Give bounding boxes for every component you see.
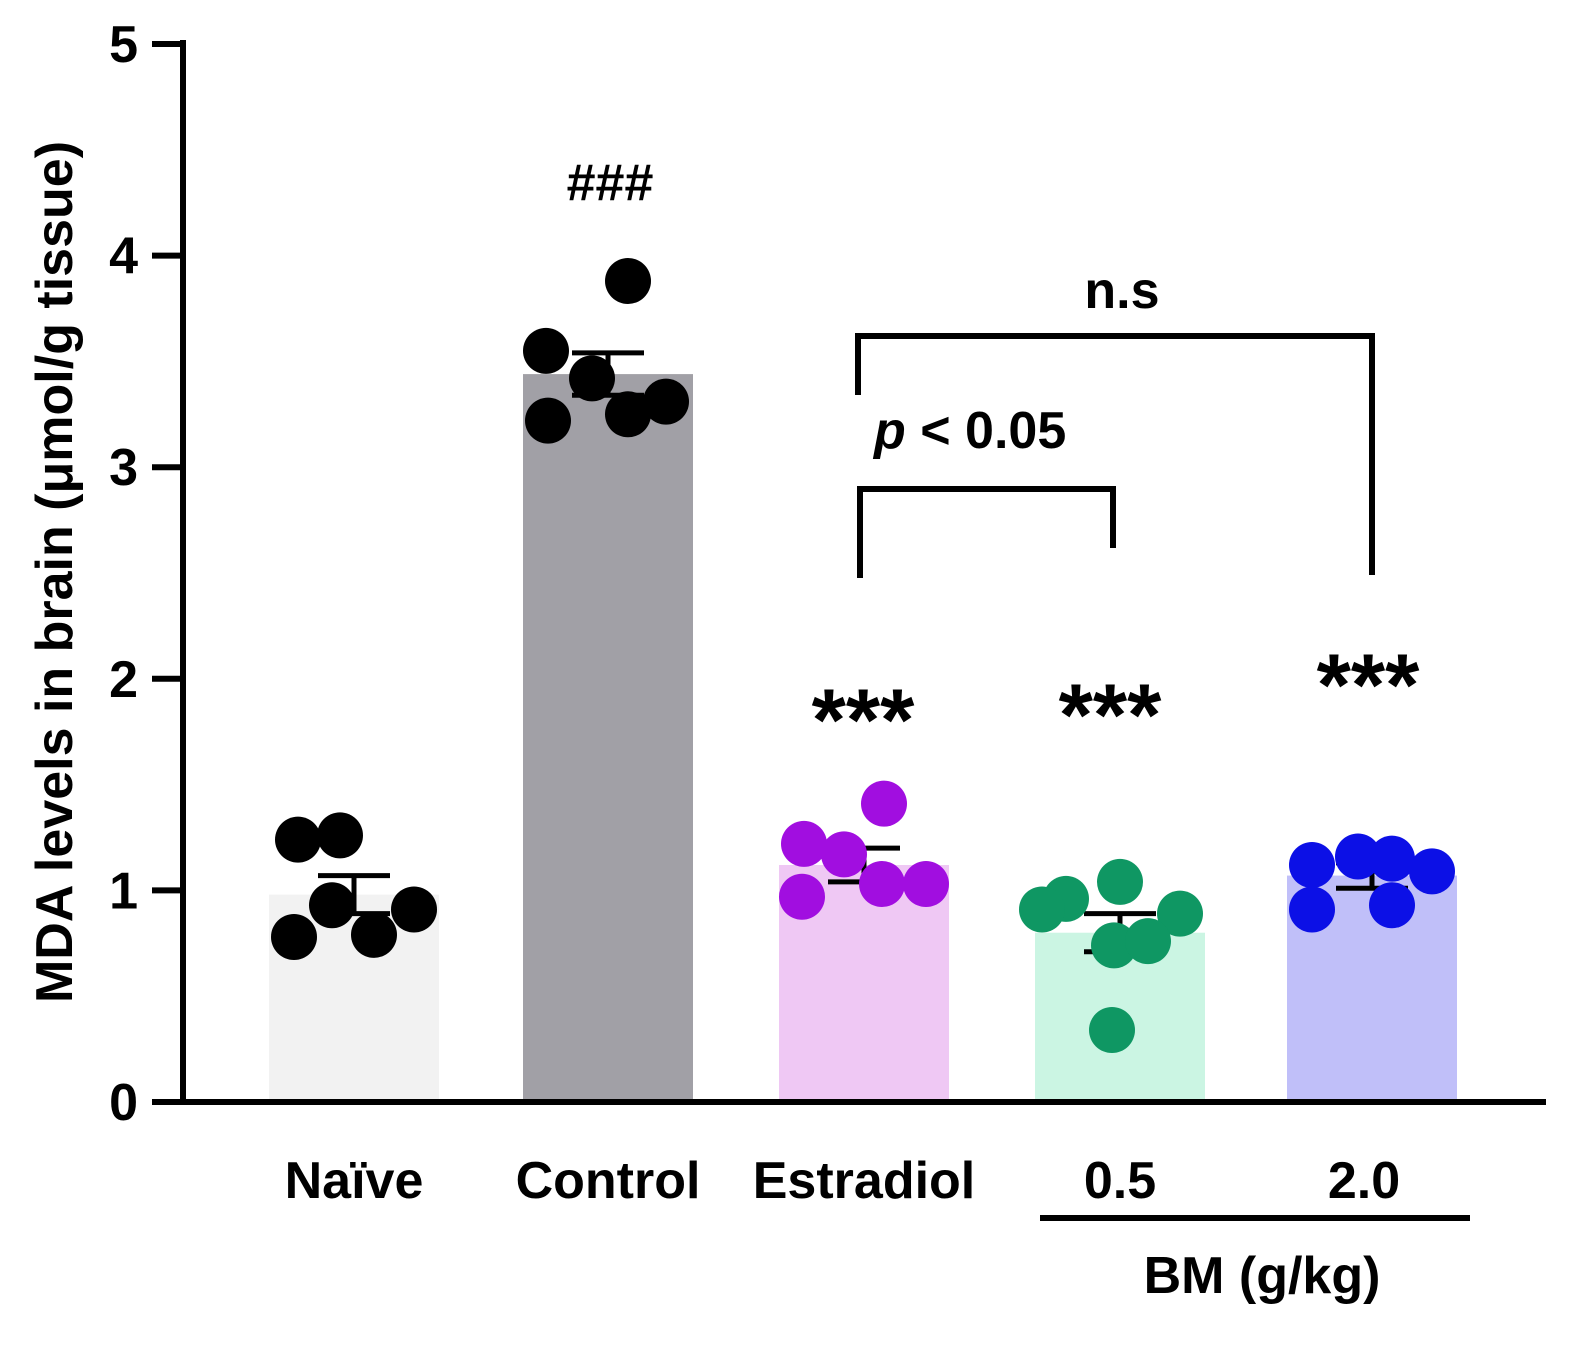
data-point-bm-2-0 [1335, 833, 1381, 880]
p-value-comparison-label: p < 0.05 [872, 402, 1066, 460]
bar-control [523, 374, 693, 1102]
y-tick-label: 0 [109, 1074, 138, 1132]
data-point-control [525, 397, 571, 444]
data-point-control [605, 391, 651, 438]
x-tick-label-estradiol: Estradiol [753, 1152, 976, 1210]
y-axis-title: MDA levels in brain (μmol/g tissue) [26, 141, 84, 1003]
data-point-naive [271, 913, 317, 960]
data-point-estradiol [903, 861, 949, 908]
data-point-naive [391, 886, 437, 933]
x-tick-label-bm-2-0: 2.0 [1328, 1152, 1400, 1210]
data-point-estradiol [821, 831, 867, 878]
y-ticks-layer: 0 1 2 3 4 5 [109, 16, 183, 1132]
y-tick-label: 5 [109, 16, 138, 74]
data-point-bm-2-0 [1409, 848, 1455, 895]
data-point-estradiol [779, 873, 825, 920]
data-point-control [569, 355, 615, 402]
data-point-control [605, 257, 651, 304]
data-point-naive [317, 812, 363, 859]
data-point-bm-0-5 [1125, 918, 1171, 965]
data-point-bm-2-0 [1369, 882, 1415, 929]
x-tick-label-bm-0-5: 0.5 [1084, 1152, 1156, 1210]
bm-group-label: BM (g/kg) [1144, 1247, 1381, 1305]
bm-2-0-significance-marker: *** [1317, 635, 1420, 734]
y-tick-label: 1 [109, 862, 138, 920]
data-point-naive [275, 816, 321, 863]
control-significance-marker: ### [567, 154, 654, 212]
data-point-bm-0-5 [1091, 922, 1137, 969]
x-tick-label-control: Control [516, 1152, 701, 1210]
data-point-control [643, 378, 689, 425]
data-point-control [523, 327, 569, 374]
data-point-bm-2-0 [1289, 886, 1335, 933]
data-point-estradiol [861, 780, 907, 827]
ns-comparison-label: n.s [1084, 262, 1159, 320]
estradiol-significance-marker: *** [812, 670, 915, 769]
bm-0-5-significance-marker: *** [1059, 665, 1162, 764]
data-point-bm-0-5 [1097, 858, 1143, 905]
data-point-estradiol [781, 820, 827, 867]
data-point-naive [351, 911, 397, 958]
points-layer [271, 257, 1455, 1054]
data-point-bm-0-5 [1019, 886, 1065, 933]
data-point-bm-0-5 [1089, 1007, 1135, 1054]
y-tick-label: 4 [109, 228, 138, 286]
p-value-comparison-bracket [857, 486, 1116, 578]
data-point-naive [309, 882, 355, 929]
data-point-estradiol [859, 861, 905, 908]
data-point-bm-2-0 [1289, 842, 1335, 889]
p-value-italic-p: p [872, 402, 906, 460]
ns-comparison-bracket [855, 333, 1375, 575]
y-tick-label: 2 [109, 651, 138, 709]
p-value-threshold: < 0.05 [906, 402, 1066, 460]
data-point-bm-2-0 [1369, 835, 1415, 882]
x-tick-label-naive: Naïve [285, 1152, 424, 1210]
data-point-bm-0-5 [1157, 890, 1203, 937]
y-tick-label: 3 [109, 439, 138, 497]
